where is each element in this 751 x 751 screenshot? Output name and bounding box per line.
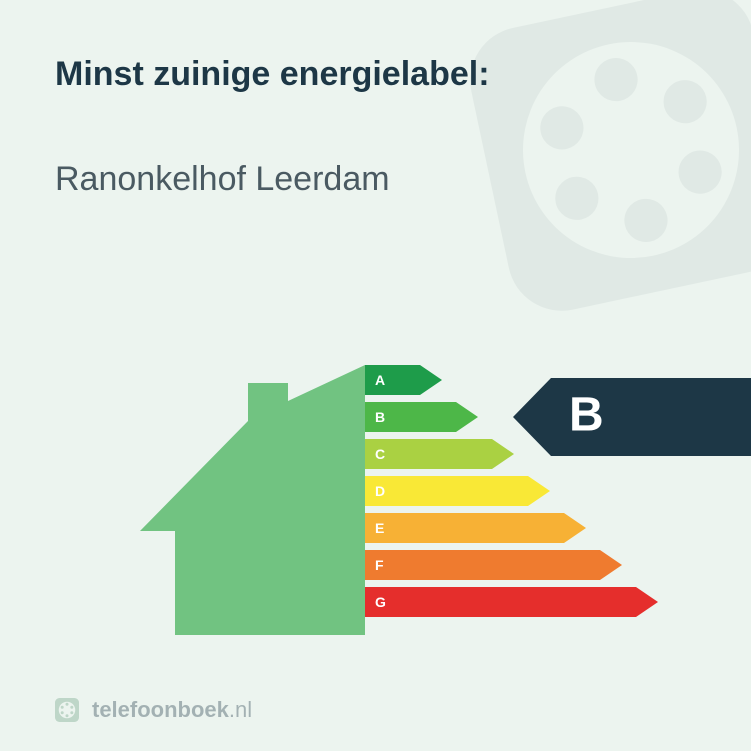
energy-bar-c: C bbox=[365, 439, 514, 469]
energy-bar-label: A bbox=[375, 372, 385, 388]
footer-brand-thin: .nl bbox=[229, 697, 252, 722]
result-letter: B bbox=[557, 387, 644, 442]
energy-bar-g: G bbox=[365, 587, 658, 617]
footer: telefoonboek.nl bbox=[52, 695, 252, 725]
energy-bar-label: F bbox=[375, 557, 384, 573]
footer-brand: telefoonboek.nl bbox=[92, 697, 252, 723]
energy-bar-label: G bbox=[375, 594, 386, 610]
energy-bar-label: B bbox=[375, 409, 385, 425]
page-title: Minst zuinige energielabel: bbox=[55, 55, 490, 94]
energy-bar-f: F bbox=[365, 550, 622, 580]
energy-bar-label: C bbox=[375, 446, 385, 462]
energy-bar-a: A bbox=[365, 365, 442, 395]
house-icon bbox=[140, 365, 365, 635]
energy-bar-label: D bbox=[375, 483, 385, 499]
energy-bar-d: D bbox=[365, 476, 550, 506]
energy-bar-b: B bbox=[365, 402, 478, 432]
footer-logo-icon bbox=[52, 695, 82, 725]
energy-bar-label: E bbox=[375, 520, 384, 536]
footer-brand-bold: telefoonboek bbox=[92, 697, 229, 722]
energy-bar-e: E bbox=[365, 513, 586, 543]
location-name: Ranonkelhof Leerdam bbox=[55, 160, 390, 199]
result-badge: B bbox=[513, 378, 751, 456]
